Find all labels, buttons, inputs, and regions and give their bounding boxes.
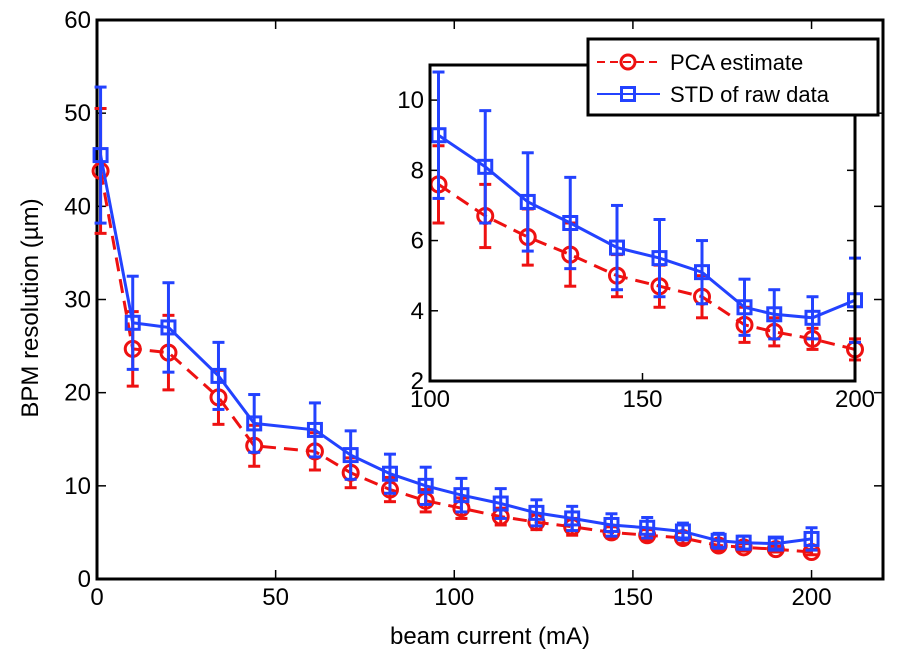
main-std-point	[160, 319, 177, 336]
main-y-tick-label: 10	[64, 473, 91, 500]
main-std-point	[492, 495, 509, 512]
inset-x-tick-label: 200	[835, 386, 875, 413]
main-y-tick-label: 60	[64, 7, 91, 34]
inset-std-point	[694, 264, 710, 281]
main-std-point	[342, 447, 359, 464]
inset-std-point	[651, 250, 668, 267]
inset-x-tick-label: 100	[410, 386, 450, 413]
inset-std-point	[562, 215, 579, 231]
main-x-tick-label: 100	[434, 584, 474, 611]
inset-std-point	[804, 309, 821, 326]
inset-std-point	[430, 127, 447, 144]
legend-marker-pca	[619, 53, 637, 71]
main-y-tick-label: 0	[78, 566, 91, 593]
inset-y-tick-label: 4	[411, 298, 424, 325]
legend-label-std: STD of raw data	[670, 82, 830, 107]
main-plot-series	[91, 85, 821, 561]
inset-std-point	[736, 299, 753, 316]
inset-std-point	[766, 306, 783, 323]
main-x-tick-label: 200	[792, 584, 832, 611]
main-std-point	[453, 487, 470, 504]
inset-y-tick-label: 2	[411, 368, 424, 395]
inset-std-point	[477, 158, 494, 175]
legend: PCA estimate STD of raw data	[586, 37, 880, 117]
main-std-point	[92, 147, 109, 164]
main-x-tick-label: 150	[613, 584, 653, 611]
inset-std-point	[519, 193, 536, 210]
main-std-point	[803, 530, 820, 547]
main-std-point	[124, 314, 141, 331]
main-x-tick-label: 0	[90, 584, 103, 611]
inset-x-tick-label: 150	[622, 386, 662, 413]
main-std-point	[639, 519, 656, 536]
main-axis-ticks: 0 50 100 150 200 0 10 20 30 40 50 60	[64, 7, 883, 611]
main-std-point	[603, 516, 620, 533]
main-std-point	[564, 510, 581, 527]
legend-box	[586, 37, 880, 117]
inset-std-series-line	[437, 133, 856, 320]
legend-marker-std	[620, 86, 636, 102]
main-std-point	[767, 535, 784, 552]
inset-y-tick-label: 8	[411, 157, 424, 184]
legend-label-pca: PCA estimate	[670, 50, 803, 75]
main-std-point	[381, 465, 398, 482]
main-y-tick-label: 40	[64, 193, 91, 220]
inset-y-tick-label: 6	[411, 228, 424, 255]
main-std-point	[528, 504, 545, 521]
y-axis-label: BPM resolution (µm)	[17, 198, 44, 417]
main-std-point	[710, 532, 727, 549]
main-std-point	[210, 367, 227, 384]
inset-std-point	[609, 239, 625, 256]
main-x-tick-label: 50	[262, 584, 289, 611]
main-y-tick-label: 50	[64, 100, 91, 127]
main-std-point	[674, 523, 691, 540]
main-std-point	[246, 415, 263, 432]
inset-axis-ticks: 100 150 200 2 4 6 8 10	[397, 65, 875, 413]
main-std-point	[735, 534, 752, 551]
main-y-tick-label: 20	[64, 380, 91, 407]
inset-plot-series	[429, 70, 864, 362]
main-y-tick-label: 30	[64, 287, 91, 314]
main-std-point	[417, 477, 434, 494]
main-std-point	[306, 421, 323, 438]
inset-y-tick-label: 10	[397, 87, 424, 114]
x-axis-label: beam current (mA)	[390, 623, 590, 650]
